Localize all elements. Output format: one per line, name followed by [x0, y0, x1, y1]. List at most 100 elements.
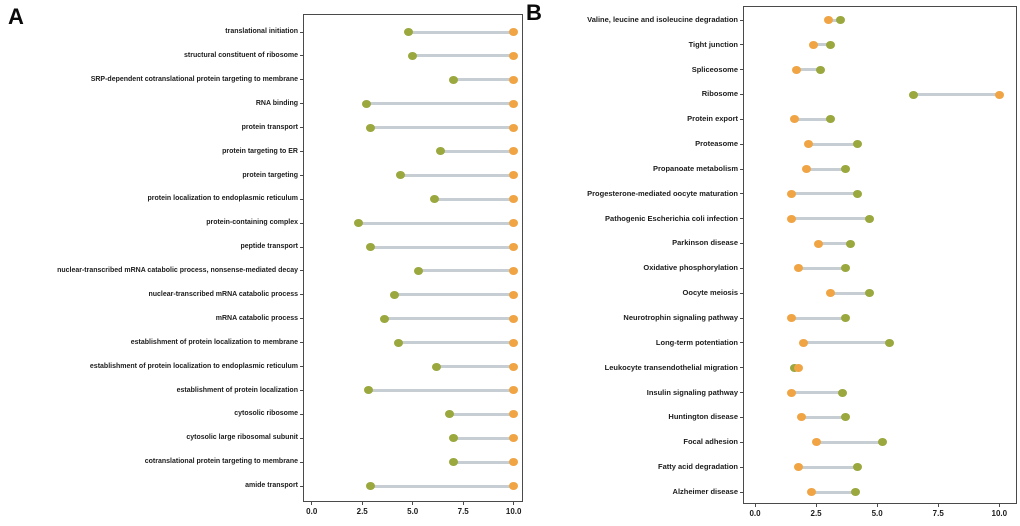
- x-tick-label: 7.5: [932, 509, 944, 518]
- green-dot: [390, 290, 400, 299]
- category-label: cotranslational protein targeting to mem…: [144, 458, 298, 466]
- x-tick-label: 2.5: [356, 507, 368, 516]
- connector-line: [800, 415, 847, 419]
- green-dot: [909, 90, 919, 99]
- green-dot: [414, 266, 424, 275]
- green-dot: [836, 16, 845, 24]
- green-dot: [877, 438, 887, 447]
- connector-line: [805, 167, 847, 171]
- y-axis-tick: [300, 366, 304, 368]
- orange-dot: [509, 219, 519, 228]
- green-dot: [865, 214, 875, 223]
- y-axis-tick: [740, 94, 744, 96]
- y-axis-tick: [740, 441, 744, 443]
- y-axis-tick: [300, 222, 304, 224]
- connector-line: [452, 78, 515, 82]
- green-dot: [394, 338, 404, 347]
- x-axis-tick: [513, 501, 515, 505]
- orange-dot: [509, 171, 519, 180]
- connector-line: [383, 317, 515, 321]
- connector-line: [369, 126, 515, 130]
- panel-b-letter: B: [526, 0, 542, 25]
- category-label: Spliceosome: [691, 64, 738, 74]
- y-axis-tick: [740, 466, 744, 468]
- x-tick-label: 2.5: [810, 509, 822, 518]
- x-axis-tick: [361, 501, 363, 505]
- y-axis-tick: [300, 461, 304, 463]
- category-label: protein targeting to ER: [222, 147, 298, 155]
- category-label: RNA binding: [255, 99, 298, 107]
- category-label: cytosolic large ribosomal subunit: [186, 434, 298, 442]
- y-axis-tick: [300, 413, 304, 415]
- category-label: Valine, leucine and isoleucine degradati…: [587, 14, 738, 24]
- y-axis-tick: [740, 143, 744, 145]
- category-label: cytosolic ribosome: [234, 410, 298, 418]
- green-dot: [353, 219, 363, 228]
- y-axis-tick: [300, 31, 304, 33]
- orange-dot: [509, 386, 519, 395]
- category-label: structural constituent of ribosome: [184, 52, 298, 60]
- green-dot: [448, 458, 458, 467]
- category-label: Pathogenic Escherichia coli infection: [605, 213, 738, 223]
- orange-dot: [994, 90, 1004, 99]
- y-axis-tick: [740, 243, 744, 245]
- orange-dot: [509, 458, 519, 467]
- y-axis-tick: [300, 174, 304, 176]
- category-label: nuclear-transcribed mRNA catabolic proce…: [57, 267, 298, 275]
- y-axis-tick: [300, 389, 304, 391]
- y-axis-tick: [740, 44, 744, 46]
- connector-line: [367, 388, 515, 392]
- x-axis-tick: [998, 503, 1000, 507]
- x-tick-label: 0.0: [306, 507, 318, 516]
- panel-b-plot: Valine, leucine and isoleucine degradati…: [587, 6, 1017, 518]
- category-label: protein localization to endoplasmic reti…: [147, 195, 298, 203]
- category-label: Fatty acid degradation: [657, 462, 738, 472]
- orange-dot: [787, 189, 797, 198]
- x-tick-label: 7.5: [457, 507, 469, 516]
- connector-line: [812, 43, 832, 47]
- category-label: Oxidative phosphorylation: [643, 263, 738, 273]
- orange-dot: [794, 264, 804, 273]
- orange-dot: [794, 363, 804, 372]
- category-label: Parkinson disease: [672, 238, 738, 248]
- category-label: Insulin signaling pathway: [646, 387, 738, 397]
- orange-dot: [509, 362, 519, 371]
- connector-line: [399, 173, 515, 177]
- orange-dot: [509, 290, 519, 299]
- green-dot: [365, 123, 375, 132]
- x-axis-tick: [876, 503, 878, 507]
- orange-dot: [509, 75, 519, 84]
- connector-line: [452, 436, 515, 440]
- orange-dot: [814, 239, 824, 248]
- green-dot: [363, 386, 373, 395]
- x-axis-tick: [462, 501, 464, 505]
- category-label: Long-term potentiation: [655, 337, 738, 347]
- green-dot: [840, 413, 850, 422]
- category-label: establishment of protein localization to…: [89, 362, 298, 370]
- connector-line: [790, 192, 859, 196]
- green-dot: [365, 243, 375, 252]
- green-dot: [853, 463, 863, 472]
- orange-dot: [823, 16, 833, 24]
- y-axis-tick: [740, 267, 744, 269]
- category-label: Alzheimer disease: [672, 486, 738, 496]
- green-dot: [448, 75, 458, 84]
- category-label: establishment of protein localization to…: [130, 338, 298, 346]
- connector-line: [448, 412, 515, 416]
- orange-dot: [809, 40, 819, 49]
- connector-line: [452, 460, 515, 464]
- y-axis-tick: [300, 318, 304, 320]
- x-tick-label: 5.0: [871, 509, 883, 518]
- green-dot: [840, 314, 850, 323]
- connector-line: [807, 142, 859, 146]
- y-axis-tick: [300, 150, 304, 152]
- green-dot: [361, 99, 371, 108]
- connector-line: [795, 68, 822, 72]
- orange-dot: [509, 338, 519, 347]
- category-label: establishment of protein localization: [176, 386, 298, 394]
- connector-line: [365, 102, 515, 106]
- category-label: protein-containing complex: [206, 219, 298, 227]
- orange-dot: [806, 488, 816, 496]
- y-axis-tick: [740, 392, 744, 394]
- y-axis-tick: [300, 294, 304, 296]
